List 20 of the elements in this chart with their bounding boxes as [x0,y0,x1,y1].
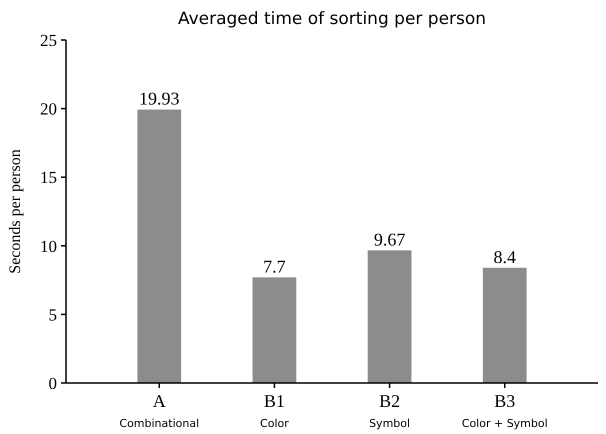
y-tick-label: 10 [40,236,57,256]
y-tick-label: 20 [40,100,57,119]
y-tick-label: 0 [48,374,57,393]
data-label: 8.4 [493,246,516,267]
x-tick-label: B1 Color [260,391,290,430]
x-tick-label: B2 Symbol [369,391,410,430]
bar [252,277,296,383]
data-label: 9.67 [374,229,406,250]
y-tick-label: 5 [48,305,57,324]
y-tick-label: 15 [40,168,57,188]
x-tick-label: B3 Color + Symbol [462,391,548,430]
data-label: 7.7 [263,256,286,276]
y-axis-title: Seconds per person [7,149,24,274]
chart-title: Averaged time of sorting per person [178,9,486,29]
data-label: 19.93 [139,88,180,109]
bar [137,110,182,383]
y-tick-label: 25 [40,30,57,50]
bar [368,250,412,383]
bar [482,268,527,383]
x-tick-label: A Combinational [119,391,200,430]
